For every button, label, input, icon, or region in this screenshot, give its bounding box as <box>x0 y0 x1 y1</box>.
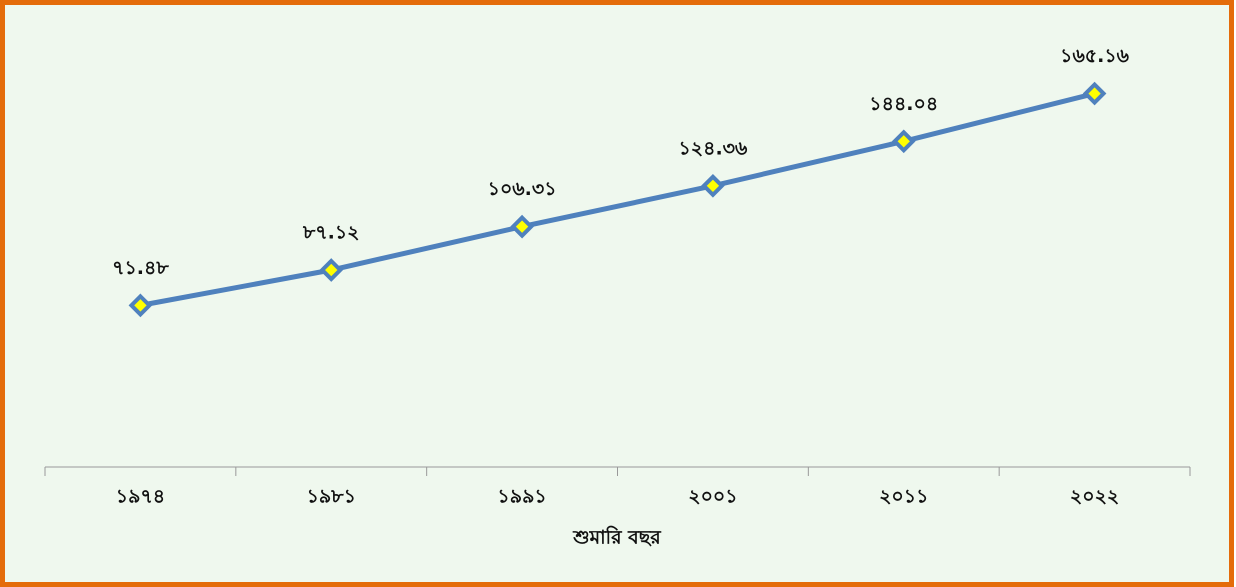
marker <box>701 173 725 198</box>
data-label: ৮৭.১২ <box>302 222 360 244</box>
line <box>139 91 1096 308</box>
data-label: ৭১.৪৮ <box>112 257 169 279</box>
x-tick-label: ২০১১ <box>879 486 928 508</box>
x-tick-label: ২০২২ <box>1070 486 1119 508</box>
data-label: ১২৪.৩৬ <box>678 137 748 159</box>
data-label: ১০৬.৩১ <box>488 178 557 200</box>
marker <box>319 258 344 282</box>
marker <box>510 214 534 239</box>
marker <box>891 129 916 154</box>
x-tick-label: ১৯৮১ <box>307 486 356 508</box>
x-axis-title: শুমারি বছর <box>572 526 662 549</box>
marker <box>1082 81 1107 106</box>
x-tick-label: ১৯৭৪ <box>116 486 165 508</box>
x-tick-label: ১৯৯১ <box>497 486 546 508</box>
data-label: ১৬৫.১৬ <box>1060 45 1130 67</box>
data-label: ১৪৪.০৪ <box>869 93 938 115</box>
x-tick-label: ২০০১ <box>688 486 737 508</box>
marker <box>128 293 153 318</box>
